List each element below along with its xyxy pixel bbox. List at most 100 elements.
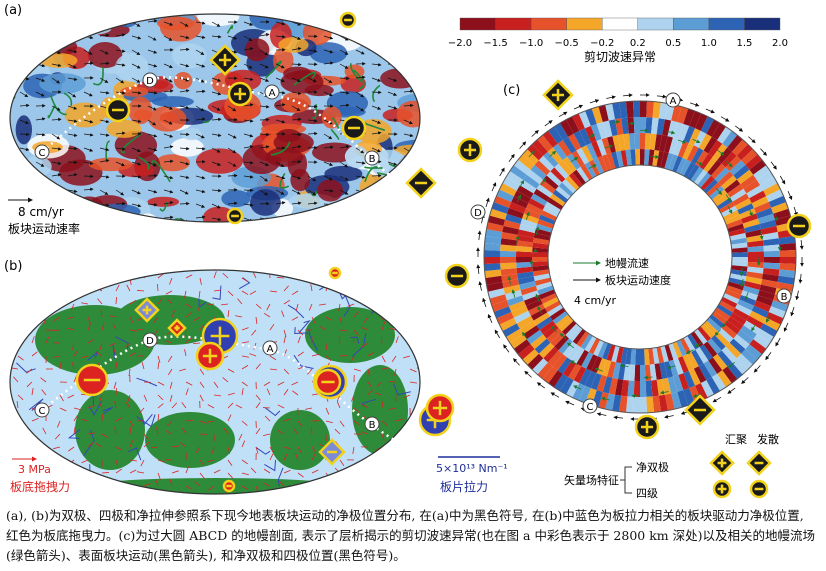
drag-arrow xyxy=(182,427,187,435)
boundary xyxy=(393,384,411,396)
ring-cell xyxy=(568,363,582,381)
ring-cell xyxy=(537,219,554,229)
ring-cell xyxy=(535,281,553,291)
drag-arrow xyxy=(113,349,117,357)
drag-arrow xyxy=(403,457,411,461)
drag-arrow xyxy=(185,303,193,309)
ring-cell xyxy=(695,113,708,131)
ring-cell xyxy=(762,238,780,246)
ring-cell xyxy=(676,339,687,357)
plate-arrow xyxy=(371,105,382,110)
colorbar-cell xyxy=(459,17,496,31)
drag-arrow xyxy=(263,381,271,386)
ring-cell xyxy=(485,229,503,239)
plate-arrow xyxy=(147,217,157,222)
plate-arrow xyxy=(243,63,253,69)
ring-cell xyxy=(708,357,723,374)
ring-cell xyxy=(709,314,725,329)
ring-cell xyxy=(538,289,556,300)
ring-cell xyxy=(777,275,795,285)
plate-arrow xyxy=(307,217,318,222)
drag-arrow xyxy=(283,389,289,396)
drag-arrow xyxy=(319,303,327,306)
plate-arrow xyxy=(195,105,205,112)
plate-arrow xyxy=(387,77,398,82)
ring-cell xyxy=(721,324,737,339)
anomaly xyxy=(375,20,416,44)
plate-arrow xyxy=(741,377,749,384)
ring-cell xyxy=(722,130,738,148)
ring-cell xyxy=(539,179,556,194)
drag-arrow xyxy=(31,336,35,344)
pole-symbol xyxy=(749,479,769,499)
plate-arrow xyxy=(67,173,78,177)
ring-cell xyxy=(598,104,609,123)
ring-cell xyxy=(716,304,733,317)
drag-arrow xyxy=(347,276,355,279)
mantle-arrow xyxy=(740,278,744,288)
drag-arrow xyxy=(59,290,67,293)
plate-arrow xyxy=(787,190,793,201)
ring-cell xyxy=(565,323,580,339)
drag-arrow xyxy=(347,471,355,474)
ring-cell xyxy=(590,373,602,391)
drag-arrow xyxy=(394,459,397,467)
drag-arrow xyxy=(310,284,313,292)
plate-arrow xyxy=(83,61,94,66)
plate-arrow xyxy=(519,141,527,149)
plate-arrow xyxy=(476,264,481,274)
ring-cell xyxy=(746,315,764,329)
ring-cell xyxy=(526,169,544,185)
ring-cell xyxy=(516,261,533,269)
ring-cell xyxy=(736,169,754,185)
drag-arrow xyxy=(347,303,355,307)
drag-arrow xyxy=(227,310,230,318)
ring-cell xyxy=(579,128,592,146)
ring-cell xyxy=(627,380,635,397)
point-label: C xyxy=(587,402,594,413)
ring-cell xyxy=(646,396,654,413)
ring-cell xyxy=(700,116,714,134)
ring-cell xyxy=(554,373,569,391)
mantle-arrow xyxy=(717,149,725,156)
drag-arrow xyxy=(59,394,64,402)
anomaly xyxy=(278,37,309,53)
drag-arrow xyxy=(221,303,229,306)
drag-arrow xyxy=(171,470,179,474)
ring-cell xyxy=(640,364,646,381)
plate-arrow xyxy=(243,203,254,207)
plate-arrow xyxy=(259,132,270,137)
ring-cell xyxy=(567,344,581,361)
drag-arrow xyxy=(101,433,109,438)
plate-arrow xyxy=(323,189,334,193)
ring-cell xyxy=(749,339,767,355)
drag-arrow xyxy=(278,480,285,487)
ring-cell xyxy=(615,150,624,168)
drag-arrow xyxy=(389,287,397,292)
panel-label: (c) xyxy=(503,83,520,98)
drag-arrow xyxy=(241,459,248,465)
colorbar-cell xyxy=(602,17,638,31)
drag-arrow xyxy=(115,468,123,474)
ring-cell xyxy=(664,136,673,153)
ring-cell xyxy=(779,263,796,271)
plate-arrow xyxy=(291,201,302,205)
ring-cell xyxy=(484,250,501,257)
ring-cell xyxy=(562,136,577,154)
drag-arrow xyxy=(129,469,137,474)
plate-arrow xyxy=(99,49,109,55)
ring-cell xyxy=(697,172,712,188)
ring-cell xyxy=(630,348,636,365)
ring-cell xyxy=(491,300,509,312)
ring-cell xyxy=(740,174,757,189)
ring-cell xyxy=(737,299,755,311)
plate-arrow xyxy=(147,133,158,138)
colorbar-cell xyxy=(530,17,567,31)
drag-arrow xyxy=(54,299,61,305)
ring-cell xyxy=(747,266,764,274)
ring-cell xyxy=(683,108,695,126)
mantle-arrow xyxy=(726,160,733,168)
ring-cell xyxy=(760,225,778,235)
plate-arrow xyxy=(387,105,398,110)
ring-cell xyxy=(566,380,580,398)
